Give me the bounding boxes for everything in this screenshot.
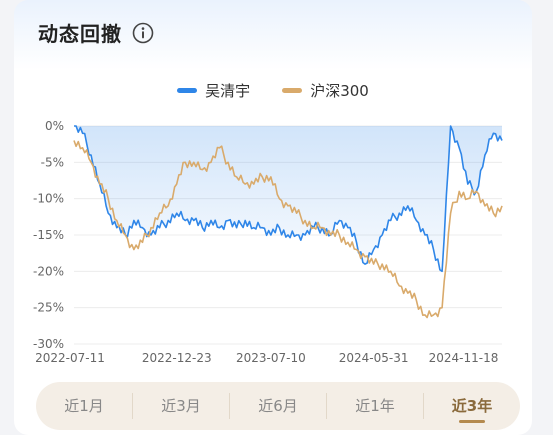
y-tick-label: -10% <box>33 192 64 206</box>
legend-item-benchmark[interactable]: 沪深300 <box>282 80 369 101</box>
period-3y[interactable]: 近3年 <box>424 382 520 430</box>
x-tick-label: 2022-07-11 <box>35 351 105 365</box>
legend-item-fund[interactable]: 吴清宇 <box>177 80 250 101</box>
period-6m[interactable]: 近6月 <box>258 397 298 415</box>
y-tick-label: 0% <box>45 119 64 133</box>
y-tick-label: -20% <box>33 264 64 278</box>
x-tick-label: 2024-05-31 <box>339 351 409 365</box>
period-divider <box>229 393 230 419</box>
period-1y[interactable]: 近1年 <box>355 397 395 415</box>
info-icon[interactable] <box>132 22 154 44</box>
period-divider <box>132 393 133 419</box>
series-area-0 <box>74 126 502 272</box>
legend-swatch-benchmark <box>282 88 303 93</box>
period-3m[interactable]: 近3月 <box>161 397 201 415</box>
y-tick-label: -5% <box>41 155 64 169</box>
y-tick-label: -30% <box>33 337 64 351</box>
period-selector: 近1月 近3月 近6月 近1年 近3年 <box>36 382 520 430</box>
series-line-0 <box>74 125 503 273</box>
period-divider <box>326 393 327 419</box>
legend-label-benchmark: 沪深300 <box>310 82 369 100</box>
drawdown-chart: 0% -5% -10% -15% -20% -25% -30%2022-07-11 2022-… <box>33 119 503 365</box>
card-header: 动态回撤 <box>38 18 154 47</box>
drawdown-card: 动态回撤 吴清宇 沪深300 0% -5% -10% -15% -20% -25% -30%… <box>14 0 532 435</box>
period-1m[interactable]: 近1月 <box>64 397 104 415</box>
x-tick-label: 2022-12-23 <box>142 351 212 365</box>
y-tick-label: -25% <box>33 301 64 315</box>
x-tick-label: 2024-11-18 <box>429 351 499 365</box>
x-tick-label: 2023-07-10 <box>236 351 306 365</box>
card-title: 动态回撤 <box>38 22 122 46</box>
legend-label-fund: 吴清宇 <box>205 82 251 100</box>
series-line-1 <box>73 140 503 319</box>
legend-swatch-fund <box>177 88 198 93</box>
y-tick-label: -15% <box>33 228 64 242</box>
chart-legend: 吴清宇 沪深300 <box>14 80 532 101</box>
